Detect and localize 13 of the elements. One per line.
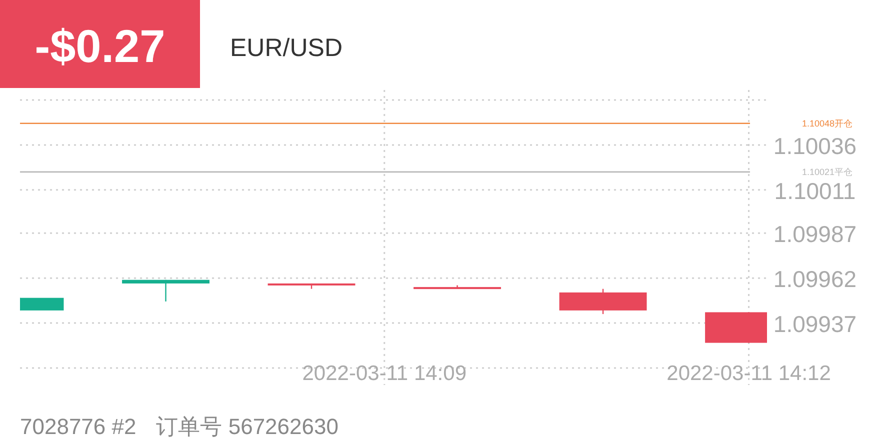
x-tick-label: 2022-03-11 14:09 [302,362,467,385]
text: 订单号 567262630 [156,414,338,439]
ref-line-label: 1.10021平仓 [802,166,853,177]
y-tick-label: 1.09987 [773,221,857,248]
text: 7028776 #2 [20,414,136,439]
text: -$0.27 [34,20,166,72]
ref-line-label: 1.10048开仓 [802,118,853,128]
y-tick-label: 1.10036 [773,132,857,159]
chart-title: EUR/USD [230,34,343,62]
y-tick-label: 1.09962 [773,266,857,292]
x-tick-label: 2022-03-11 14:12 [666,362,831,385]
y-tick-label: 1.10011 [774,178,856,204]
y-tick-label: 1.09937 [773,311,857,338]
